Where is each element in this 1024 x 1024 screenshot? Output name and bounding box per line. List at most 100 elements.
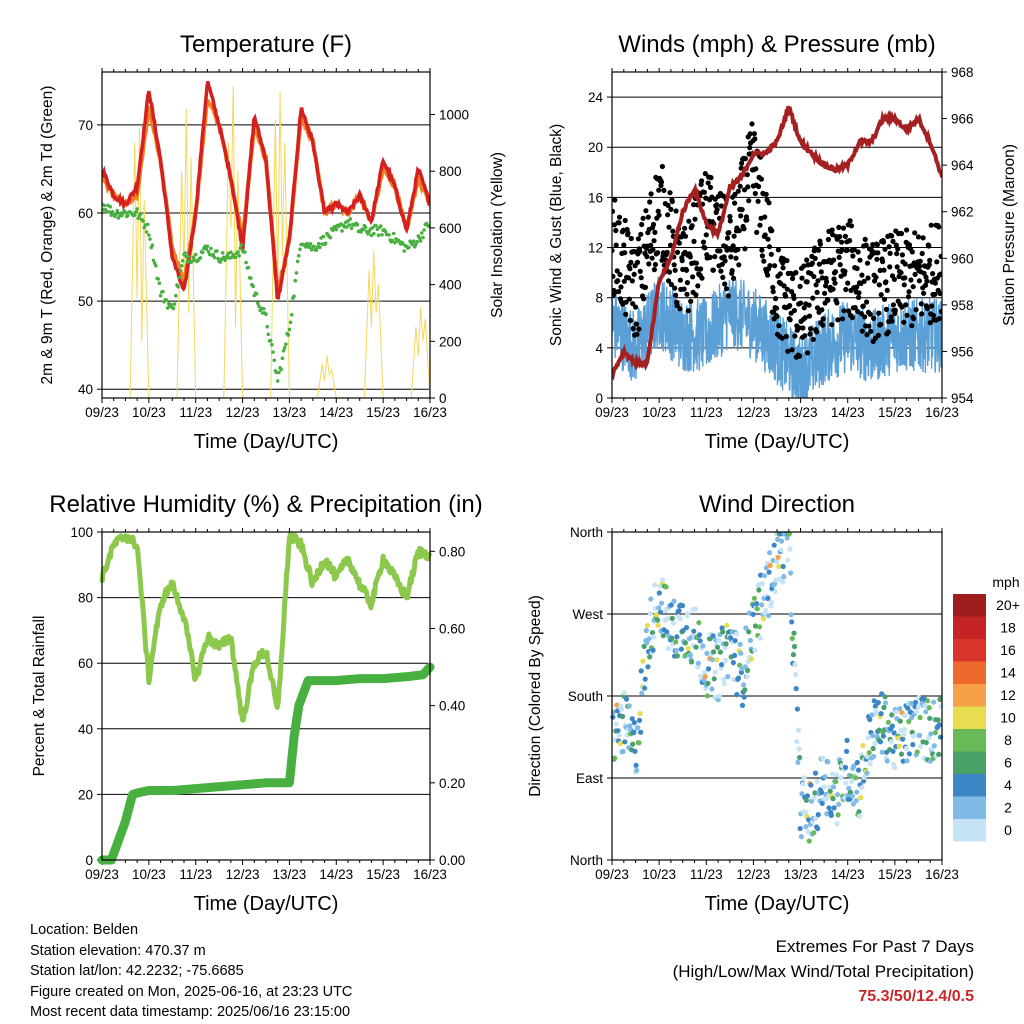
direction-point — [623, 696, 630, 702]
direction-point — [806, 817, 812, 823]
direction-point — [814, 778, 820, 784]
gust-point — [927, 257, 933, 263]
gust-point — [708, 175, 714, 181]
gust-point — [626, 296, 633, 302]
gust-point — [714, 202, 720, 208]
y-right-tick-label: 966 — [951, 112, 974, 127]
gust-point — [682, 225, 688, 231]
direction-point — [906, 751, 913, 757]
dewpoint-point — [270, 342, 274, 347]
gust-point — [759, 247, 765, 253]
dewpoint-point — [198, 256, 203, 260]
gust-point — [649, 255, 655, 261]
gust-point — [854, 265, 860, 272]
dewpoint-point — [205, 244, 210, 249]
gust-point — [616, 220, 622, 226]
direction-point — [856, 809, 862, 815]
dewpoint-point — [284, 342, 288, 347]
gust-point — [876, 282, 882, 288]
gust-point — [677, 277, 684, 283]
direction-point — [797, 825, 803, 832]
direction-point — [900, 758, 906, 764]
y-right-tick-label: 0.20 — [439, 776, 465, 791]
dewpoint-point — [179, 264, 184, 268]
dewpoint-point — [294, 271, 299, 275]
direction-point — [735, 675, 742, 681]
direction-point — [789, 635, 795, 642]
direction-point — [788, 570, 794, 576]
direction-point — [804, 793, 811, 799]
gust-point — [672, 285, 678, 291]
dewpoint-point — [218, 260, 223, 264]
gust-point — [648, 191, 654, 197]
direction-point — [830, 796, 836, 802]
y-tick-label: 8 — [595, 291, 603, 306]
gust-point — [698, 266, 704, 272]
gust-point — [883, 306, 890, 312]
dewpoint-point — [340, 229, 344, 233]
x-tick-label: 11/23 — [690, 405, 723, 420]
gust-point — [700, 239, 707, 245]
x-axis-label: Time (Day/UTC) — [705, 431, 850, 453]
dewpoint-point — [376, 233, 381, 237]
gust-point — [887, 250, 893, 256]
direction-point — [744, 673, 750, 680]
gust-point — [650, 221, 657, 228]
direction-point — [719, 662, 725, 668]
direction-point — [833, 772, 840, 778]
dewpoint-point — [290, 313, 294, 317]
gust-point — [807, 326, 814, 332]
direction-point — [750, 611, 756, 618]
direction-point — [801, 775, 807, 781]
direction-point — [710, 633, 716, 639]
gust-point — [912, 230, 918, 236]
y-right-tick-label: 400 — [439, 278, 462, 293]
gust-point — [628, 259, 634, 265]
gust-point — [847, 218, 853, 224]
gust-point — [868, 328, 874, 334]
gust-point — [836, 224, 842, 230]
dewpoint-point — [268, 338, 273, 343]
gust-point — [785, 348, 791, 354]
gust-point — [917, 263, 923, 269]
gust-point — [934, 259, 940, 265]
direction-point — [923, 709, 929, 715]
gust-point — [686, 218, 692, 224]
y-right-axis-label: Station Pressure (Maroon) — [1001, 144, 1018, 326]
gust-point — [874, 256, 880, 262]
dewpoint-point — [261, 307, 266, 311]
gust-point — [730, 243, 736, 249]
gust-point — [735, 188, 741, 194]
gust-point — [699, 178, 705, 184]
direction-point — [776, 564, 782, 570]
gust-point — [856, 294, 862, 300]
gust-point — [882, 246, 888, 252]
direction-point — [757, 635, 763, 641]
dewpoint-point — [156, 277, 160, 281]
dewpoint-point — [251, 284, 255, 289]
gust-point — [782, 293, 789, 299]
gust-point — [804, 279, 810, 285]
dewpoint-point — [211, 252, 216, 257]
direction-point — [697, 638, 703, 644]
direction-point — [877, 739, 884, 745]
direction-point — [631, 729, 637, 735]
direction-point — [835, 812, 841, 818]
total-precip-line — [97, 662, 435, 865]
direction-point — [767, 550, 773, 556]
dewpoint-point — [133, 213, 137, 217]
gust-point — [732, 200, 738, 206]
direction-point — [860, 742, 866, 749]
gust-point — [732, 191, 738, 197]
direction-point — [642, 676, 648, 682]
gust-point — [681, 286, 687, 292]
direction-point — [893, 709, 900, 715]
direction-point — [739, 702, 746, 709]
legend-label: 14 — [1000, 665, 1016, 681]
direction-point — [704, 693, 711, 699]
direction-point — [896, 735, 902, 741]
gust-point — [739, 160, 745, 166]
gust-point — [898, 270, 904, 276]
dewpoint-point — [186, 254, 191, 259]
gust-point — [810, 336, 816, 343]
